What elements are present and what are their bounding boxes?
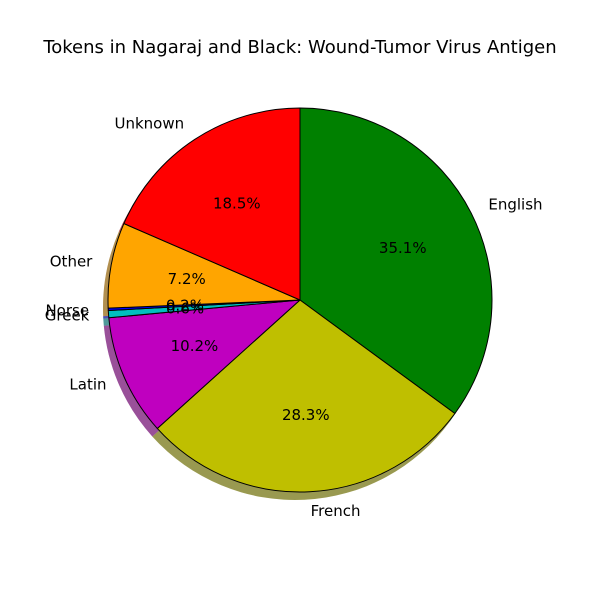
slice-label-french: French: [311, 502, 361, 520]
slice-percent-latin: 10.2%: [171, 337, 219, 355]
slice-unknown: [123, 107, 301, 301]
slice-percent-greek: 0.6%: [166, 299, 204, 317]
slice-label-unknown: Unknown: [115, 114, 185, 132]
slice-label-english: English: [488, 196, 542, 214]
slice-percent-english: 35.1%: [379, 239, 427, 257]
slice-label-latin: Latin: [69, 376, 106, 394]
pie-slices: [107, 107, 493, 493]
slice-french: [156, 299, 456, 493]
slice-percent-french: 28.3%: [282, 406, 330, 424]
slice-label-norse: Norse: [45, 301, 89, 319]
slice-latin: [108, 299, 301, 429]
slice-label-greek: Greek: [45, 307, 90, 325]
slice-label-other: Other: [50, 252, 93, 270]
pie-labels: English 35.1% French 28.3% Latin 10.2% Greek 0.…: [45, 114, 543, 520]
slice-percent-unknown: 18.5%: [213, 195, 261, 213]
slice-english: [299, 107, 493, 414]
slice-percent-other: 7.2%: [168, 270, 206, 288]
chart-title: Tokens in Nagaraj and Black: Wound-Tumor…: [42, 37, 556, 58]
slice-percent-norse: 0.2%: [166, 297, 204, 315]
